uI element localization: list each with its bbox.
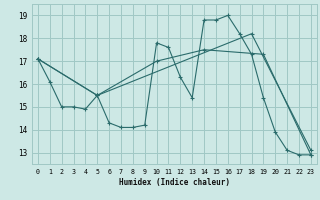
X-axis label: Humidex (Indice chaleur): Humidex (Indice chaleur)	[119, 178, 230, 187]
